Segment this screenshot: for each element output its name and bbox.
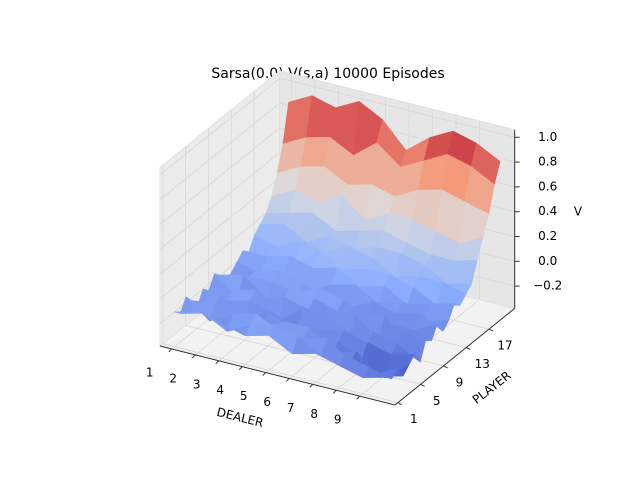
x-tick-mark [262,372,267,376]
x-tick-label: 3 [193,377,201,391]
z-tick-label: −0.2 [533,279,562,293]
grid-line [159,201,280,300]
x-axis-label: DEALER [215,405,265,430]
y-tick-label: 9 [456,375,464,389]
grid-line [159,177,280,275]
y-tick-label: 13 [475,357,490,371]
x-tick-mark [356,395,361,400]
z-tick-label: 0.2 [538,229,557,243]
axes: 1 2 3 4 5 6 7 8 9 1 5 9 13 17 −0.2 0.0 0.2 0.4 0.6 0.8 1.0 [146,130,562,427]
y-tick-mark [397,402,403,406]
z-tick-label: 0.8 [538,155,557,169]
x-tick-mark [285,378,290,382]
x-tick-label: 5 [240,389,248,403]
z-tick-label: 0.0 [538,254,557,268]
grid-line [159,77,280,176]
surface-face [362,366,392,380]
y-tick-mark [488,328,494,332]
x-tick-label: 9 [334,413,342,427]
y-tick-label: 17 [497,339,512,353]
x-tick-mark [191,354,196,359]
z-tick-label: 0.4 [538,204,557,218]
grid-line [159,127,280,225]
surface [174,95,501,380]
x-tick-label: 4 [216,383,224,397]
z-tick-label: 0.6 [538,179,557,193]
y-axis-line [394,308,516,406]
x-tick-label: 8 [310,407,318,421]
grid-line [162,343,398,404]
x-tick-label: 6 [263,395,271,409]
y-tick-mark [443,365,448,369]
x-tick-mark [168,348,173,353]
y-tick-mark [420,383,425,387]
x-tick-label: 2 [169,371,177,385]
grid-line [279,77,515,138]
x-axis-line [159,345,396,406]
x-tick-mark [332,389,337,394]
y-tick-label: 1 [410,412,418,426]
z-tick-label: 1.0 [538,130,557,144]
x-tick-label: 7 [287,401,295,415]
x-tick-mark [215,360,220,365]
y-tick-label: 5 [433,394,441,408]
x-tick-label: 1 [146,365,154,379]
chart-title: Sarsa(0.0) V(s,a) 10000 Episodes [211,66,444,82]
y-axis-label: PLAYER [470,368,514,407]
grid-line [159,152,280,250]
z-axis-label: V [574,205,583,219]
y-tick-mark [466,347,471,350]
grid-line [159,102,280,200]
x-tick-mark [238,366,243,371]
x-tick-mark [309,383,314,388]
